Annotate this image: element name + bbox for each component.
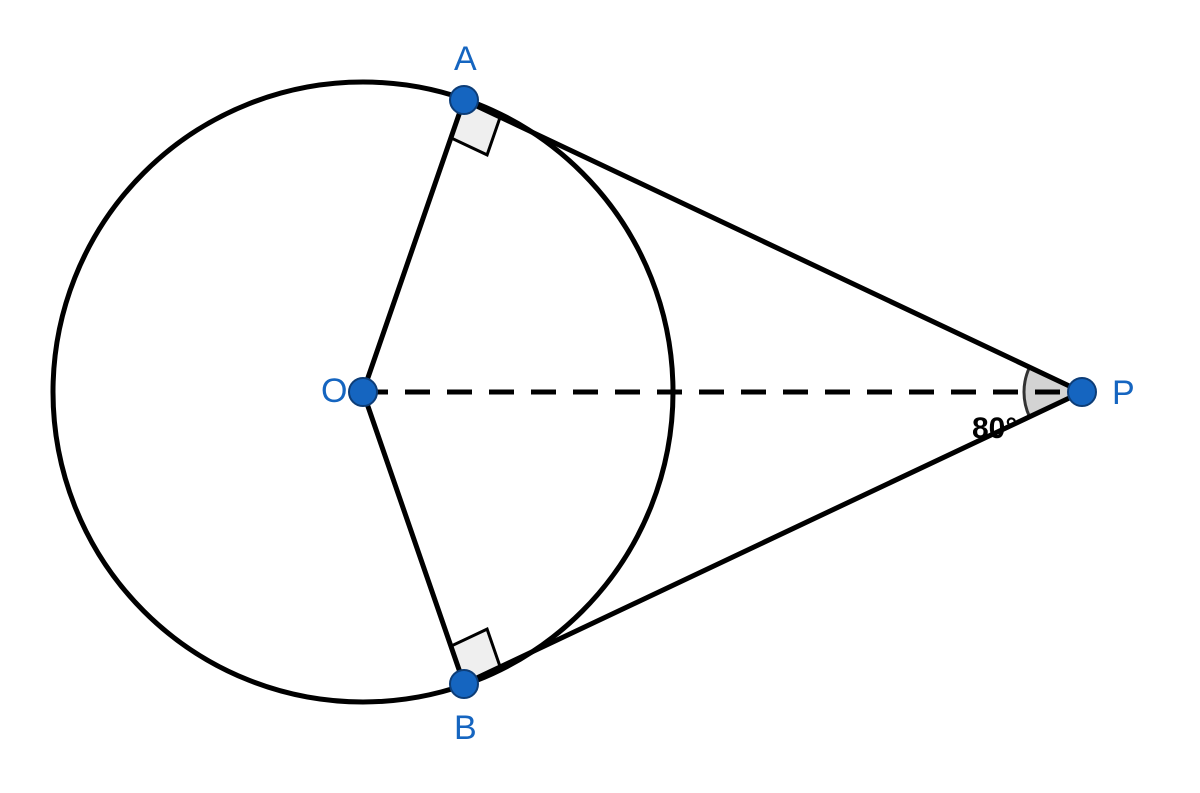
label-P: P — [1112, 374, 1135, 412]
tangent-AP — [464, 100, 1082, 392]
point-P — [1068, 378, 1096, 406]
radius-OA — [363, 100, 464, 392]
point-O — [349, 378, 377, 406]
point-B — [450, 670, 478, 698]
angle-label-P: 80° — [972, 412, 1017, 445]
label-O: O — [321, 372, 347, 410]
label-B: B — [454, 709, 477, 747]
radius-OB — [363, 392, 464, 684]
point-A — [450, 86, 478, 114]
label-A: A — [454, 40, 477, 78]
